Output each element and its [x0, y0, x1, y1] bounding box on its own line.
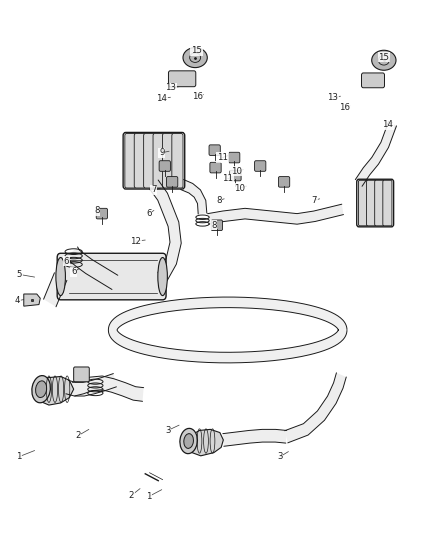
FancyBboxPatch shape: [96, 208, 107, 219]
Text: 8: 8: [211, 221, 216, 230]
FancyBboxPatch shape: [74, 367, 89, 382]
Text: 9: 9: [159, 148, 164, 157]
FancyBboxPatch shape: [361, 73, 385, 88]
FancyBboxPatch shape: [144, 133, 155, 188]
Polygon shape: [355, 122, 396, 187]
Polygon shape: [73, 376, 144, 401]
Polygon shape: [181, 180, 207, 214]
FancyBboxPatch shape: [358, 180, 367, 226]
FancyBboxPatch shape: [383, 180, 392, 226]
Polygon shape: [192, 430, 223, 456]
FancyBboxPatch shape: [134, 133, 145, 188]
Polygon shape: [40, 376, 74, 405]
Ellipse shape: [372, 50, 396, 70]
FancyBboxPatch shape: [210, 163, 221, 173]
FancyBboxPatch shape: [209, 145, 220, 156]
Text: 6: 6: [146, 209, 152, 218]
Polygon shape: [208, 204, 343, 224]
FancyBboxPatch shape: [169, 71, 196, 87]
Ellipse shape: [180, 429, 198, 454]
FancyBboxPatch shape: [57, 253, 166, 300]
Text: 8: 8: [94, 206, 99, 215]
FancyBboxPatch shape: [211, 220, 223, 231]
Text: 6: 6: [71, 267, 76, 276]
Text: 1: 1: [16, 453, 21, 462]
Text: 7: 7: [312, 196, 317, 205]
Ellipse shape: [158, 257, 167, 296]
FancyBboxPatch shape: [254, 161, 266, 171]
FancyBboxPatch shape: [153, 133, 164, 188]
Text: 3: 3: [277, 453, 283, 462]
Polygon shape: [44, 273, 67, 307]
Ellipse shape: [183, 47, 207, 68]
Text: 14: 14: [156, 94, 167, 103]
Polygon shape: [66, 374, 117, 396]
Text: 15: 15: [191, 46, 202, 55]
Polygon shape: [67, 247, 118, 289]
FancyBboxPatch shape: [230, 170, 241, 181]
Polygon shape: [24, 294, 40, 306]
Text: 11: 11: [222, 174, 233, 183]
Text: 2: 2: [129, 491, 134, 500]
Text: 3: 3: [165, 426, 170, 435]
Polygon shape: [285, 373, 346, 443]
Text: 12: 12: [130, 237, 141, 246]
FancyBboxPatch shape: [166, 176, 178, 187]
Text: 10: 10: [231, 167, 242, 176]
Text: 15: 15: [378, 53, 389, 62]
Text: 4: 4: [14, 296, 20, 305]
Polygon shape: [150, 180, 181, 280]
Polygon shape: [108, 297, 347, 363]
FancyBboxPatch shape: [374, 180, 384, 226]
Text: 6: 6: [64, 257, 69, 266]
Text: 5: 5: [17, 270, 22, 279]
FancyBboxPatch shape: [159, 161, 170, 171]
Ellipse shape: [184, 434, 194, 448]
Polygon shape: [223, 430, 286, 446]
Text: 16: 16: [192, 92, 203, 101]
Ellipse shape: [32, 376, 50, 403]
Text: 10: 10: [234, 184, 245, 193]
Text: 11: 11: [217, 153, 228, 162]
Text: 13: 13: [165, 83, 176, 92]
FancyBboxPatch shape: [279, 176, 290, 187]
Ellipse shape: [56, 257, 65, 296]
FancyBboxPatch shape: [162, 133, 173, 188]
Text: 1: 1: [146, 492, 152, 501]
Text: 7: 7: [151, 185, 157, 195]
Text: 2: 2: [75, 431, 81, 440]
Text: 13: 13: [327, 93, 338, 102]
FancyBboxPatch shape: [125, 133, 136, 188]
Text: 16: 16: [339, 103, 350, 112]
FancyBboxPatch shape: [229, 152, 240, 163]
FancyBboxPatch shape: [367, 180, 376, 226]
Text: 14: 14: [382, 120, 393, 130]
Ellipse shape: [35, 381, 47, 398]
Text: 8: 8: [216, 196, 222, 205]
FancyBboxPatch shape: [172, 133, 183, 188]
